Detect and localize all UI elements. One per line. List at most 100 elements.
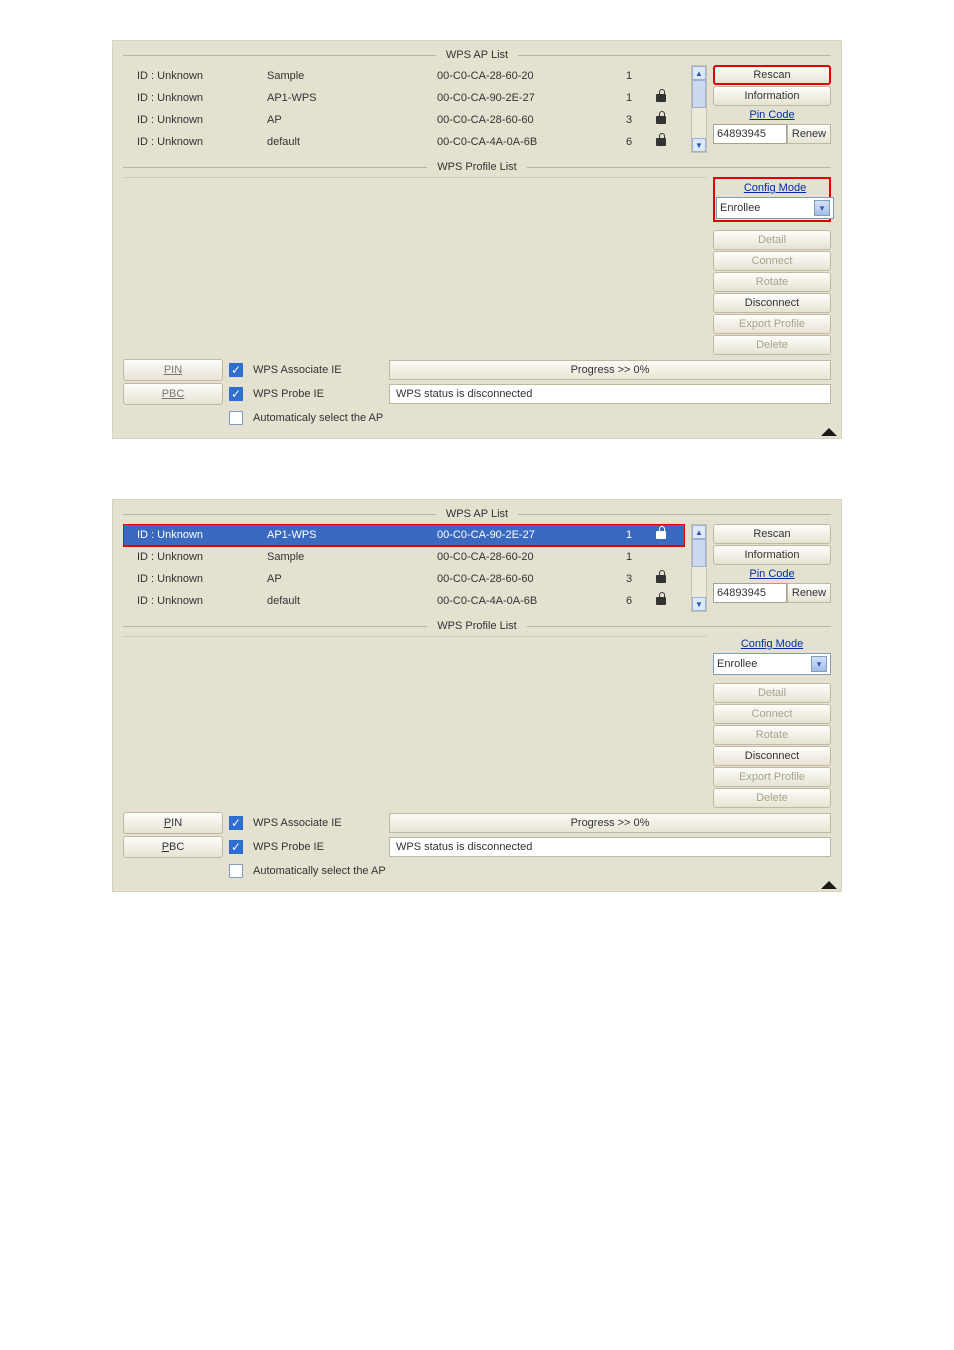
scroll-up-icon[interactable]: ▲ [692, 525, 706, 539]
ap-id: ID : Unknown [137, 529, 267, 541]
ap-mac: 00-C0-CA-4A-0A-6B [437, 136, 607, 148]
ap-channel: 6 [607, 136, 651, 148]
progress-bar: Progress >> 0% [389, 360, 831, 380]
config-mode-select[interactable]: Enrollee▾ [716, 197, 834, 219]
delete-button[interactable]: Delete [713, 335, 831, 355]
ap-ssid: AP1-WPS [267, 92, 437, 104]
scroll-down-icon[interactable]: ▼ [692, 138, 706, 152]
ap-row[interactable]: ID : Unknowndefault00-C0-CA-4A-0A-6B6 [123, 131, 685, 153]
assoc-ie-checkbox[interactable]: ✓ [229, 816, 243, 830]
delete-button[interactable]: Delete [713, 788, 831, 808]
pin-button[interactable]: PIN [123, 359, 223, 381]
profile-list-title: WPS Profile List [427, 161, 526, 173]
ap-row[interactable]: ID : UnknownSample00-C0-CA-28-60-201 [123, 546, 685, 568]
probe-ie-label: WPS Probe IE [253, 388, 383, 400]
profile-list[interactable] [123, 636, 707, 764]
pbc-button[interactable]: PBC [123, 383, 223, 405]
ap-channel: 1 [607, 70, 651, 82]
ap-mac: 00-C0-CA-90-2E-27 [437, 529, 607, 541]
ap-row[interactable]: ID : Unknowndefault00-C0-CA-4A-0A-6B6 [123, 590, 685, 612]
ap-id: ID : Unknown [137, 136, 267, 148]
disconnect-button[interactable]: Disconnect [713, 293, 831, 313]
probe-ie-checkbox[interactable]: ✓ [229, 840, 243, 854]
ap-channel: 6 [607, 595, 651, 607]
profile-list[interactable] [123, 177, 707, 305]
probe-ie-label: WPS Probe IE [253, 841, 383, 853]
ap-scrollbar[interactable]: ▲▼ [691, 524, 707, 612]
scroll-thumb[interactable] [692, 539, 706, 567]
chevron-down-icon[interactable]: ▾ [814, 200, 830, 216]
ap-row[interactable]: ID : UnknownSample00-C0-CA-28-60-201 [123, 65, 685, 87]
pincode-input[interactable]: 64893945 [713, 124, 787, 144]
ap-scrollbar[interactable]: ▲▼ [691, 65, 707, 153]
ap-channel: 3 [607, 114, 651, 126]
ap-mac: 00-C0-CA-4A-0A-6B [437, 595, 607, 607]
wps-status: WPS status is disconnected [389, 384, 831, 404]
expand-arrow-icon[interactable] [821, 428, 837, 436]
detail-button[interactable]: Detail [713, 683, 831, 703]
ap-list[interactable]: ID : UnknownAP1-WPS00-C0-CA-90-2E-271ID … [123, 524, 685, 612]
scroll-thumb[interactable] [692, 80, 706, 108]
profile-list-title: WPS Profile List [427, 620, 526, 632]
rescan-button[interactable]: Rescan [713, 524, 831, 544]
ap-ssid: default [267, 595, 437, 607]
config-mode-label: Config Mode [716, 180, 834, 196]
assoc-ie-checkbox[interactable]: ✓ [229, 363, 243, 377]
ap-ssid: AP [267, 573, 437, 585]
ap-mac: 00-C0-CA-28-60-20 [437, 551, 607, 563]
renew-button[interactable]: Renew [787, 124, 831, 144]
expand-arrow-icon[interactable] [821, 881, 837, 889]
rescan-button[interactable]: Rescan [713, 65, 831, 85]
detail-button[interactable]: Detail [713, 230, 831, 250]
ap-ssid: AP1-WPS [267, 529, 437, 541]
auto-select-checkbox[interactable] [229, 411, 243, 425]
ap-list-title: WPS AP List [436, 508, 518, 520]
profile-list-header: WPS Profile List [123, 157, 831, 177]
ap-mac: 00-C0-CA-28-60-60 [437, 114, 607, 126]
ap-id: ID : Unknown [137, 92, 267, 104]
information-button[interactable]: Information [713, 545, 831, 565]
auto-select-label: Automaticaly select the AP [253, 412, 831, 424]
ap-ssid: default [267, 136, 437, 148]
scroll-up-icon[interactable]: ▲ [692, 66, 706, 80]
ap-id: ID : Unknown [137, 70, 267, 82]
ap-channel: 1 [607, 551, 651, 563]
side-buttons-bottom: Config ModeEnrollee▾DetailConnectRotateD… [713, 177, 831, 355]
ap-ssid: Sample [267, 551, 437, 563]
scroll-down-icon[interactable]: ▼ [692, 597, 706, 611]
connect-button[interactable]: Connect [713, 704, 831, 724]
export-profile-button[interactable]: Export Profile [713, 314, 831, 334]
pincode-label: Pin Code [713, 566, 831, 582]
auto-select-checkbox[interactable] [229, 864, 243, 878]
connect-button[interactable]: Connect [713, 251, 831, 271]
ap-row[interactable]: ID : UnknownAP00-C0-CA-28-60-603 [123, 568, 685, 590]
ap-id: ID : Unknown [137, 573, 267, 585]
side-buttons-top: RescanInformationPin Code64893945Renew [713, 65, 831, 153]
ap-row[interactable]: ID : UnknownAP00-C0-CA-28-60-603 [123, 109, 685, 131]
rotate-button[interactable]: Rotate [713, 725, 831, 745]
rotate-button[interactable]: Rotate [713, 272, 831, 292]
ap-list-header: WPS AP List [123, 45, 831, 65]
ap-row[interactable]: ID : UnknownAP1-WPS00-C0-CA-90-2E-271 [123, 87, 685, 109]
chevron-down-icon[interactable]: ▾ [811, 656, 827, 672]
pincode-input[interactable]: 64893945 [713, 583, 787, 603]
export-profile-button[interactable]: Export Profile [713, 767, 831, 787]
renew-button[interactable]: Renew [787, 583, 831, 603]
pbc-button[interactable]: PBC [123, 836, 223, 858]
disconnect-button[interactable]: Disconnect [713, 746, 831, 766]
ap-list-header: WPS AP List [123, 504, 831, 524]
wps-panel: WPS AP ListID : UnknownAP1-WPS00-C0-CA-9… [112, 499, 842, 892]
information-button[interactable]: Information [713, 86, 831, 106]
pin-button[interactable]: PIN [123, 812, 223, 834]
lock-icon [651, 136, 671, 148]
ap-list[interactable]: ID : UnknownSample00-C0-CA-28-60-201ID :… [123, 65, 685, 153]
lock-icon [651, 529, 671, 541]
auto-select-label: Automatically select the AP [253, 865, 831, 877]
ap-mac: 00-C0-CA-28-60-60 [437, 573, 607, 585]
probe-ie-checkbox[interactable]: ✓ [229, 387, 243, 401]
config-mode-value: Enrollee [717, 658, 757, 670]
ap-row[interactable]: ID : UnknownAP1-WPS00-C0-CA-90-2E-271 [123, 524, 685, 546]
ap-channel: 1 [607, 92, 651, 104]
config-mode-select[interactable]: Enrollee ▾ [713, 653, 831, 675]
lock-icon [651, 114, 671, 126]
